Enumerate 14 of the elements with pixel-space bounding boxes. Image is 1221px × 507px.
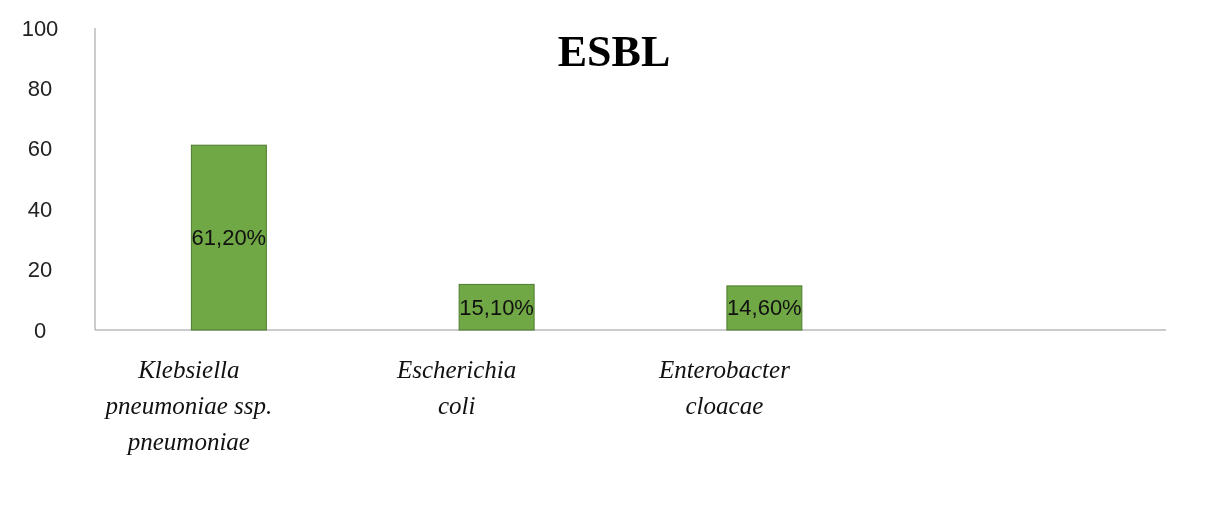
x-tick-label: Enterobacter cloacae <box>657 356 791 419</box>
y-tick-label: 20 <box>27 257 53 283</box>
data-label: 14,60% <box>727 295 802 321</box>
data-label: 61,20% <box>191 225 267 251</box>
y-tick-label: 60 <box>27 136 53 162</box>
y-tick-label: 40 <box>27 196 53 222</box>
x-tick-label: Escherichia coli <box>395 356 517 419</box>
chart-title: ESBL <box>557 27 671 76</box>
x-tick-label: Klebsiella pneumoniae ssp. pneumoniae <box>103 356 273 455</box>
y-tick-label: 80 <box>27 75 53 101</box>
y-tick-label: 0 <box>33 317 47 343</box>
data-label: 15,10% <box>459 294 534 320</box>
y-tick-label: 100 <box>21 15 59 41</box>
bar <box>190 144 267 331</box>
